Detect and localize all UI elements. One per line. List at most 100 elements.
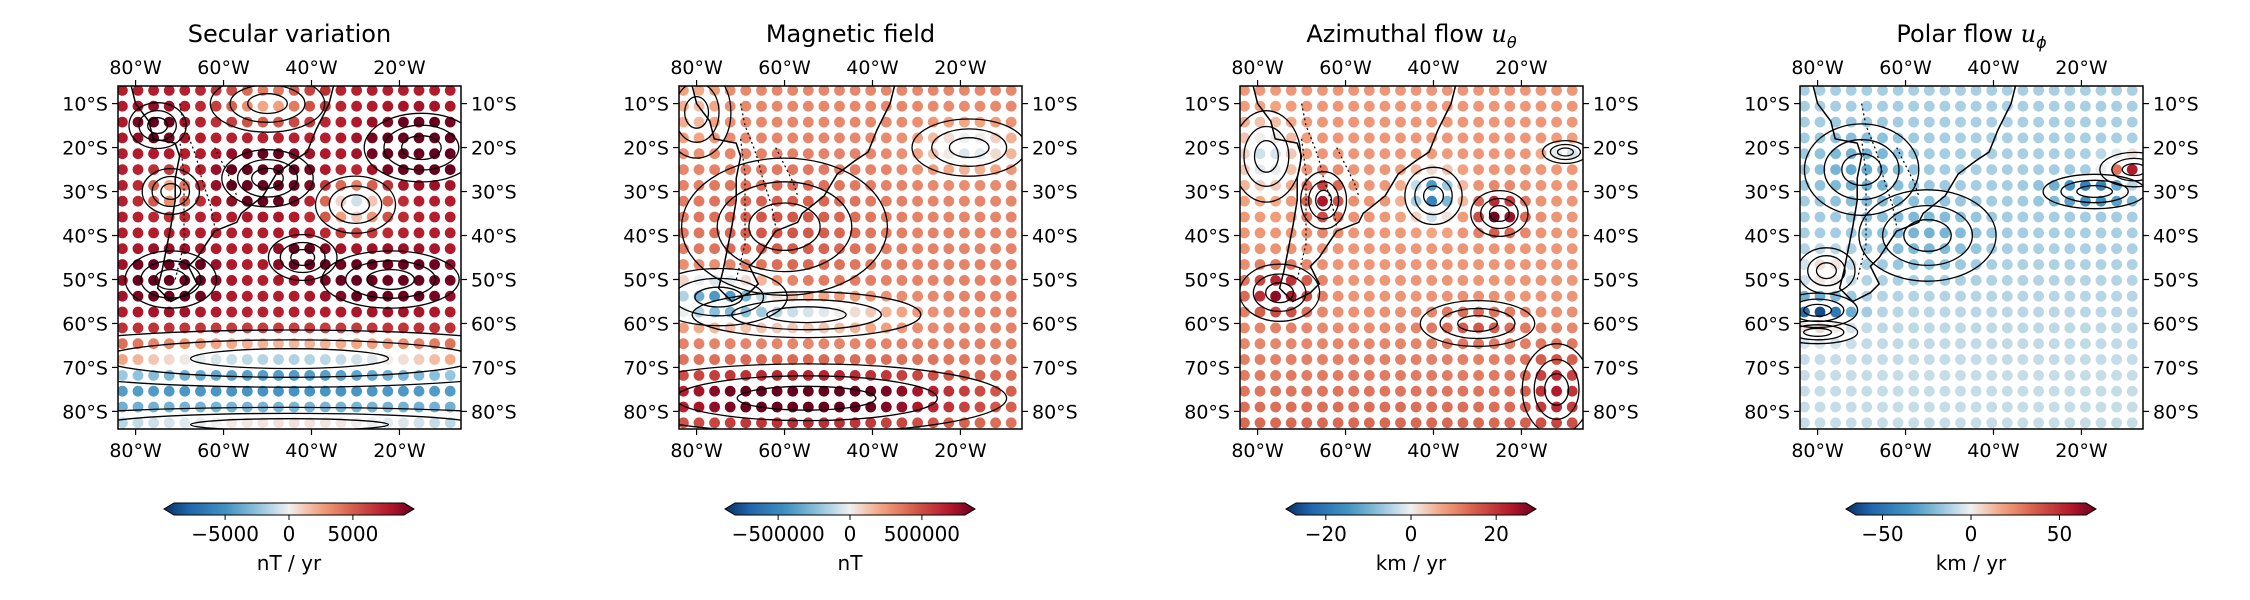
grid-point	[1877, 370, 1888, 381]
grid-point	[818, 180, 830, 191]
grid-point	[413, 148, 425, 160]
grid-point	[2080, 401, 2091, 413]
grid-point	[429, 180, 440, 191]
grid-point	[1908, 290, 1920, 302]
grid-point	[1457, 354, 1469, 365]
grid-point	[1379, 370, 1391, 381]
contour-line	[1300, 171, 1348, 230]
grid-point	[1410, 132, 1422, 144]
grid-point	[1240, 195, 1250, 207]
grid-point	[849, 322, 861, 334]
grid-point	[990, 195, 1001, 207]
grid-point	[226, 306, 238, 318]
grid-point	[679, 354, 689, 365]
contour-line	[1240, 263, 1321, 322]
grid-point	[1939, 401, 1951, 413]
grid-point	[1410, 354, 1422, 365]
grid-point	[179, 401, 191, 413]
grid-point	[1877, 259, 1888, 270]
coastline	[1252, 86, 1457, 303]
grid-point	[1892, 290, 1904, 302]
grid-point	[1923, 417, 1935, 429]
grid-point	[132, 401, 144, 413]
grid-point	[959, 180, 970, 191]
grid-point	[1254, 290, 1266, 302]
contour-line	[716, 181, 853, 273]
plot-frame	[678, 85, 1023, 430]
grid-point	[1395, 259, 1406, 270]
contour-line	[138, 109, 177, 142]
grid-point	[2080, 306, 2091, 318]
grid-point	[756, 132, 767, 144]
contour-line	[189, 418, 390, 429]
grid-point	[132, 211, 144, 223]
grid-point	[679, 195, 689, 207]
grid-point	[1955, 322, 1966, 334]
grid-point	[429, 290, 440, 302]
subplot-3: Azimuthal flow uθ80°W80°W60°W60°W40°W40°…	[1184, 20, 1639, 575]
grid-point	[849, 385, 861, 397]
grid-point	[740, 116, 752, 128]
grid-point	[1254, 132, 1266, 144]
grid-point	[2111, 100, 2123, 112]
grid-point	[1332, 275, 1344, 286]
grid-point	[1566, 86, 1578, 96]
grid-point	[1877, 148, 1888, 160]
subplot-title: Secular variation	[188, 20, 391, 48]
grid-point	[693, 338, 705, 350]
grid-point	[118, 180, 128, 191]
grid-point	[1348, 275, 1360, 286]
grid-point	[1923, 148, 1935, 160]
grid-point	[1830, 227, 1841, 239]
grid-point	[1285, 100, 1297, 112]
grid-point	[1285, 86, 1297, 96]
grid-point	[2095, 259, 2107, 270]
grid-point	[1240, 100, 1250, 112]
grid-point	[2111, 417, 2123, 429]
grid-point	[740, 227, 752, 239]
grid-point	[288, 306, 300, 318]
grid-point	[974, 354, 986, 365]
grid-point	[2080, 195, 2091, 207]
grid-point	[1566, 290, 1578, 302]
grid-point	[771, 86, 783, 96]
grid-point	[2048, 116, 2060, 128]
grid-point	[1270, 290, 1281, 302]
grid-point	[1800, 401, 1810, 413]
grid-point	[1551, 211, 1562, 223]
grid-point	[912, 290, 923, 302]
grid-point	[226, 227, 238, 239]
grid-point	[740, 100, 752, 112]
grid-point	[709, 306, 720, 318]
grid-point	[1970, 227, 1982, 239]
contour-line	[731, 299, 882, 331]
grid-point	[2126, 354, 2138, 365]
contour-line	[314, 175, 397, 234]
grid-point	[849, 227, 861, 239]
grid-point	[2017, 195, 2029, 207]
grid-point	[382, 164, 394, 176]
grid-point	[444, 164, 456, 176]
contour-line	[400, 135, 442, 161]
grid-point	[148, 370, 160, 381]
grid-point	[226, 86, 238, 96]
x-tick-label-bottom: 20°W	[373, 440, 426, 462]
grid-point	[2017, 401, 2029, 413]
contour-line	[2099, 151, 2143, 188]
grid-point	[273, 290, 284, 302]
grid-point	[1379, 132, 1391, 144]
grid-point	[1566, 275, 1578, 286]
grid-point	[2001, 275, 2013, 286]
grid-point	[429, 385, 440, 397]
grid-point	[1986, 401, 1998, 413]
grid-point	[1861, 275, 1873, 286]
grid-point	[226, 259, 238, 270]
grid-point	[1986, 148, 1998, 160]
grid-point	[1410, 164, 1422, 176]
grid-point	[1923, 243, 1935, 255]
grid-point	[366, 401, 378, 413]
grid-point	[896, 401, 908, 413]
grid-point	[787, 164, 799, 176]
grid-point	[1473, 195, 1484, 207]
grid-point	[1457, 306, 1469, 318]
